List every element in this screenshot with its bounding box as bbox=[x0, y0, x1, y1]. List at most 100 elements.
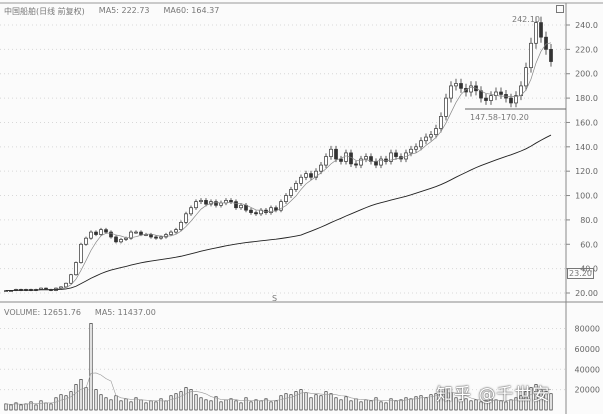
volume-bar bbox=[259, 400, 263, 411]
candle-body bbox=[514, 95, 518, 104]
candle-body bbox=[179, 221, 183, 231]
chart-title: 中国船舶(日线 前复权) bbox=[4, 7, 85, 16]
candle-body bbox=[534, 22, 538, 44]
candle-body bbox=[314, 170, 318, 178]
volume-bar bbox=[164, 400, 168, 411]
volume-readout: VOLUME: 12651.76 bbox=[4, 308, 81, 317]
candle-body bbox=[124, 237, 128, 240]
volume-bar bbox=[474, 399, 478, 411]
candle-body bbox=[389, 152, 393, 162]
candle-body bbox=[489, 95, 493, 101]
volume-bar bbox=[359, 401, 363, 411]
volume-bar bbox=[244, 397, 248, 411]
price-tick-label: 60.0 bbox=[580, 240, 598, 249]
price-tick-label: 180.0 bbox=[575, 94, 598, 103]
volume-bar bbox=[14, 402, 18, 411]
candle-body bbox=[439, 116, 443, 129]
volume-bar bbox=[4, 403, 8, 411]
volume-bar bbox=[344, 396, 348, 411]
candle-body bbox=[449, 85, 453, 99]
volume-bar bbox=[114, 395, 118, 411]
volume-bar bbox=[239, 402, 243, 411]
volume-bar bbox=[79, 379, 83, 411]
volume-bar bbox=[64, 395, 68, 411]
volume-bar bbox=[269, 401, 273, 411]
volume-bar bbox=[84, 387, 88, 411]
candle-body bbox=[409, 148, 413, 154]
volume-bar bbox=[324, 391, 328, 411]
candle-body bbox=[459, 83, 463, 89]
volume-bar bbox=[129, 401, 133, 411]
volume-bar bbox=[99, 394, 103, 411]
volume-bar bbox=[104, 397, 108, 411]
candle-body bbox=[79, 243, 83, 263]
volume-bar bbox=[379, 401, 383, 411]
candle-body bbox=[64, 282, 68, 288]
candle-body bbox=[189, 207, 193, 215]
candle-body bbox=[154, 236, 158, 239]
volume-bar bbox=[339, 399, 343, 411]
volume-bar bbox=[199, 397, 203, 411]
volume-bar bbox=[444, 389, 448, 411]
volume-bar bbox=[364, 399, 368, 411]
candle-body bbox=[139, 231, 143, 235]
candle-body bbox=[99, 229, 103, 235]
ma60-line bbox=[6, 134, 552, 292]
candle-body bbox=[284, 195, 288, 202]
volume-bar bbox=[189, 389, 193, 411]
volume-bar bbox=[214, 396, 218, 411]
volume-bar bbox=[274, 400, 278, 411]
candle-body bbox=[394, 152, 398, 157]
candle-body bbox=[204, 200, 208, 205]
candle-body bbox=[69, 274, 73, 284]
volume-bar bbox=[169, 395, 173, 411]
candle-body bbox=[299, 176, 303, 184]
volume-bar bbox=[504, 401, 508, 411]
volume-bar bbox=[29, 401, 33, 411]
volume-bar bbox=[334, 397, 338, 411]
candle-body bbox=[184, 213, 188, 223]
volume-bar bbox=[94, 389, 98, 411]
volume-bar bbox=[19, 404, 23, 411]
candle-body bbox=[544, 36, 548, 50]
candle-body bbox=[84, 237, 88, 245]
volume-bar bbox=[454, 397, 458, 411]
price-tick-label: 240.0 bbox=[575, 21, 598, 30]
price-tick-label: 140.0 bbox=[575, 143, 598, 152]
volume-bar bbox=[219, 401, 223, 411]
volume-bar bbox=[389, 398, 393, 411]
volume-bar bbox=[509, 399, 513, 411]
volume-bar bbox=[514, 397, 518, 411]
candle-body bbox=[59, 286, 63, 289]
candle-body bbox=[234, 201, 238, 209]
volume-bar bbox=[399, 399, 403, 411]
candle-body bbox=[414, 146, 418, 150]
candle-body bbox=[419, 140, 423, 148]
watermark: 知乎 @千世安 bbox=[436, 385, 551, 405]
candle-body bbox=[379, 158, 383, 166]
volume-bar bbox=[49, 403, 53, 411]
volume-bar bbox=[34, 404, 38, 411]
ma5-line bbox=[6, 42, 552, 291]
price-tick-label: 80.0 bbox=[580, 216, 598, 225]
candle-body bbox=[164, 234, 168, 238]
volume-bar bbox=[289, 394, 293, 411]
volume-tick-label: 60000 bbox=[575, 345, 600, 354]
candle-body bbox=[434, 128, 438, 135]
candle-body bbox=[469, 85, 473, 93]
candle-body bbox=[444, 97, 448, 117]
volume-bar bbox=[89, 323, 93, 411]
candle-body bbox=[454, 83, 458, 87]
ma60-readout: MA60: 164.37 bbox=[163, 6, 220, 15]
volume-bar bbox=[349, 400, 353, 411]
candle-body bbox=[289, 189, 293, 196]
volume-bar bbox=[479, 401, 483, 411]
volume-bar bbox=[24, 403, 28, 411]
candle-body bbox=[119, 239, 123, 243]
volume-bar bbox=[54, 397, 58, 411]
volume-bar bbox=[154, 401, 158, 411]
volume-bar bbox=[149, 400, 153, 411]
volume-bar bbox=[299, 389, 303, 411]
volume-bar bbox=[264, 398, 268, 411]
panel-toggle-icon[interactable] bbox=[556, 5, 564, 13]
